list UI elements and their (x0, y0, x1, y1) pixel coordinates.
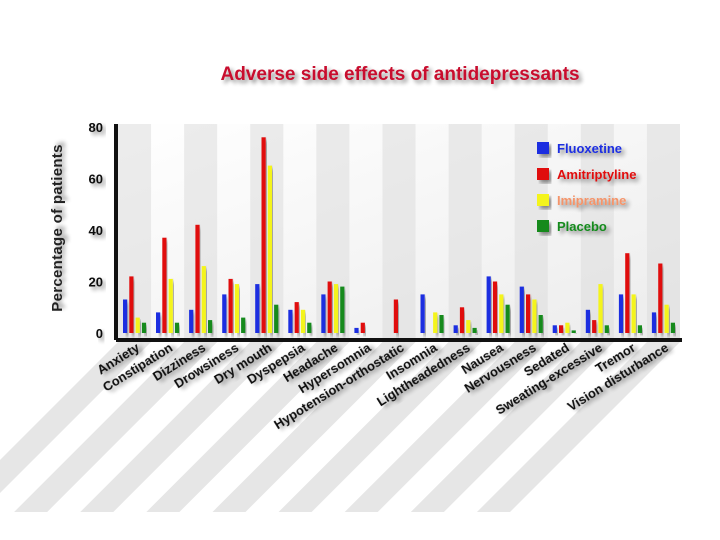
bar (234, 284, 239, 333)
bar (354, 327, 359, 333)
bar (505, 304, 510, 333)
plot-column-stripe (646, 124, 680, 340)
bar (664, 304, 669, 333)
bar (222, 294, 227, 333)
bar (585, 309, 590, 333)
bar (129, 276, 134, 333)
bar (174, 322, 180, 333)
bar (499, 294, 504, 333)
plot-column-stripe (448, 124, 482, 340)
diagonal-stripe (278, 342, 482, 512)
diagonal-stripe (344, 342, 548, 512)
y-tick-label: 20 (89, 275, 103, 290)
bar (189, 309, 194, 333)
legend-swatch (537, 168, 549, 180)
bar (208, 320, 213, 333)
diagonal-stripe-band (0, 342, 680, 512)
bar (472, 327, 477, 333)
y-axis-label: Percentage of patients (49, 144, 66, 311)
diagonal-stripe (212, 342, 416, 512)
bar (228, 278, 233, 333)
bar (559, 325, 564, 333)
bar (267, 165, 272, 333)
diagonal-stripe (14, 342, 218, 512)
bar (420, 294, 425, 333)
y-tick-label: 80 (89, 120, 103, 135)
bar (195, 224, 200, 333)
bar (459, 307, 465, 334)
bar (307, 322, 312, 333)
y-axis-ticks: 0 20 40 60 80 (89, 120, 103, 341)
bar (571, 330, 576, 333)
y-tick-label: 60 (89, 172, 103, 187)
bar (486, 276, 491, 333)
bar (433, 312, 438, 333)
chart-title: Adverse side effects of antidepressants (220, 64, 579, 85)
diagonal-stripe (80, 342, 284, 512)
bar (261, 137, 266, 333)
bar (538, 315, 543, 333)
bar (300, 309, 306, 333)
bar (141, 322, 147, 333)
legend-label: Amitriptyline (557, 167, 636, 182)
bar (135, 317, 140, 333)
diagonal-stripe (146, 342, 350, 512)
bar (631, 294, 636, 333)
legend-label: Imipramine (557, 193, 626, 208)
diagonal-stripe (0, 342, 152, 494)
bar (618, 294, 624, 333)
legend: Fluoxetine Amitriptyline Imipramine Placebo (537, 141, 636, 234)
y-tick-label: 40 (89, 223, 103, 238)
bar (274, 304, 279, 333)
plot-column-stripe (580, 124, 614, 340)
bar (156, 312, 161, 333)
plot-column-stripe (382, 124, 416, 340)
diagonal-stripe (410, 342, 614, 512)
y-tick-label: 0 (96, 326, 103, 341)
bar (123, 299, 128, 333)
bar (201, 266, 206, 333)
bar (466, 320, 471, 333)
plot-column-stripe (118, 124, 152, 340)
bar (565, 322, 570, 333)
bar (393, 299, 398, 333)
bar (439, 315, 444, 333)
bar (625, 253, 630, 333)
bar (333, 284, 339, 333)
bar (670, 322, 675, 333)
bar (637, 325, 642, 333)
legend-swatch (537, 220, 549, 232)
bar (658, 263, 663, 333)
bar (532, 299, 537, 333)
bar (168, 278, 173, 333)
bar (321, 294, 326, 333)
plot-column-stripe (184, 124, 218, 340)
bar (604, 325, 609, 333)
bar (598, 284, 603, 333)
bar (288, 309, 293, 333)
legend-swatch (537, 194, 549, 206)
plot-column-stripe (250, 124, 284, 340)
bar (255, 284, 260, 333)
bar (241, 317, 246, 333)
bar (453, 325, 458, 333)
bars (123, 137, 675, 334)
plot-column-stripes (118, 124, 680, 340)
bar (526, 294, 531, 333)
bar (651, 312, 657, 333)
bar (592, 320, 597, 333)
bar (360, 322, 365, 333)
diagonal-stripe (476, 342, 680, 512)
legend-swatch (537, 142, 549, 154)
legend-label: Fluoxetine (557, 141, 622, 156)
bar (492, 281, 498, 333)
bar (327, 281, 332, 333)
bar (162, 237, 167, 333)
bar (294, 302, 299, 333)
bar (552, 325, 557, 333)
legend-label: Placebo (557, 219, 607, 234)
bar (519, 286, 524, 333)
bar (340, 286, 345, 333)
